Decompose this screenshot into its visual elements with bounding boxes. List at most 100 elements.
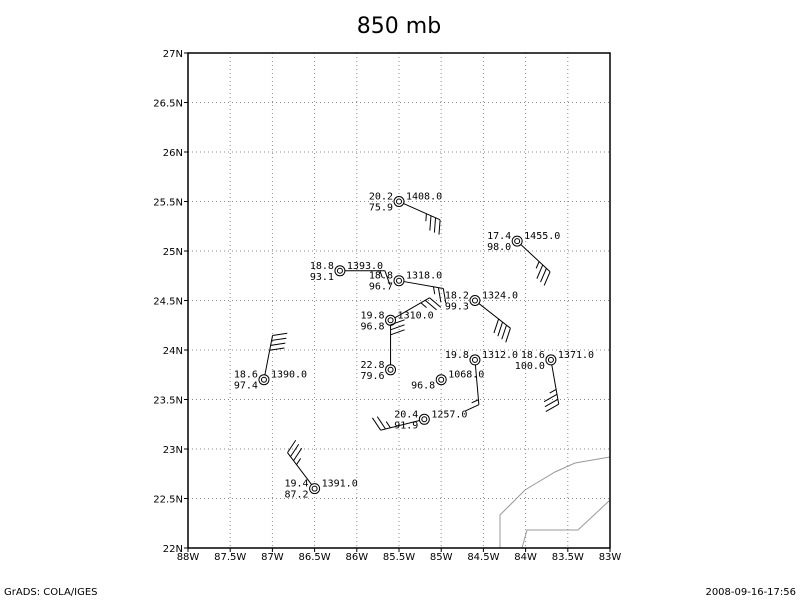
station <box>545 354 557 366</box>
x-tick-label: 85W <box>430 552 453 563</box>
station-ring <box>396 198 402 205</box>
height: 1371.0 <box>558 350 594 361</box>
station-ring <box>334 265 346 277</box>
height: 1312.0 <box>482 350 518 361</box>
station <box>418 413 430 425</box>
station-ring <box>547 356 554 363</box>
x-tick-label: 87.5W <box>214 552 246 563</box>
wind-barb <box>372 416 420 431</box>
temperature: 18.8 <box>310 261 334 272</box>
temperature: 22.8 <box>360 360 384 371</box>
humidity: 98.0 <box>487 242 511 253</box>
station <box>469 295 481 306</box>
footer-left: GrADS: COLA/IGES <box>4 587 98 598</box>
wind-barb <box>287 439 312 485</box>
temperature: 19.8 <box>360 310 384 321</box>
humidity: 91.9 <box>394 420 418 431</box>
station-ring <box>311 485 318 492</box>
height: 1390.0 <box>271 370 307 381</box>
height: 1318.0 <box>406 271 442 282</box>
temperature: 18.6 <box>521 350 545 361</box>
station <box>309 483 321 495</box>
temperature: 17.4 <box>487 231 511 242</box>
station-ring <box>393 196 405 207</box>
wind-barb <box>394 297 442 319</box>
y-tick-label: 25.5N <box>153 198 183 209</box>
station-ring <box>471 297 478 304</box>
wind-barb <box>390 319 405 365</box>
station-ring <box>421 416 428 423</box>
station-ring <box>260 376 267 383</box>
x-tick-label: 88W <box>177 552 200 563</box>
station <box>334 265 346 277</box>
station <box>385 314 397 326</box>
wind-barb <box>465 364 480 412</box>
plot-frame <box>187 52 611 549</box>
station-ring <box>545 354 557 366</box>
x-tick-label: 83.5W <box>552 552 584 563</box>
station-ring <box>469 354 481 366</box>
station-ring <box>387 366 394 373</box>
humidity: 75.9 <box>369 203 393 214</box>
station-ring <box>418 413 430 425</box>
station-ring <box>514 238 521 245</box>
y-tick-label: 23.5N <box>153 396 183 407</box>
wind-barb <box>264 332 288 375</box>
wind-barb <box>520 244 551 286</box>
humidity: 79.6 <box>360 371 384 382</box>
wind-barb <box>344 270 391 285</box>
temperature: 19.4 <box>285 479 309 490</box>
height: 1310.0 <box>398 310 434 321</box>
y-tick-label: 27N <box>163 49 183 60</box>
temperature: 18.8 <box>369 271 393 282</box>
wind-barb <box>478 303 511 343</box>
station <box>435 374 447 386</box>
x-tick-label: 87W <box>261 552 284 563</box>
station-ring <box>385 364 397 376</box>
temperature: 18.2 <box>445 291 469 302</box>
station-ring <box>511 235 523 247</box>
x-tick-label: 84W <box>514 552 537 563</box>
x-tick-label: 85.5W <box>383 552 415 563</box>
height: 1455.0 <box>524 231 560 242</box>
height: 1257.0 <box>431 409 467 420</box>
x-tick-label: 83W <box>599 552 622 563</box>
humidity: 96.8 <box>360 321 384 332</box>
station <box>469 354 481 366</box>
height: 1408.0 <box>406 192 442 203</box>
humidity: 99.3 <box>445 302 469 313</box>
height: 1324.0 <box>482 291 518 302</box>
x-tick-label: 86W <box>345 552 368 563</box>
coastline <box>499 456 611 548</box>
temperature: 20.2 <box>369 192 393 203</box>
height: 1393.0 <box>347 261 383 272</box>
humidity: 97.4 <box>234 381 258 392</box>
station-ring <box>393 275 405 287</box>
x-tick-label: 86.5W <box>299 552 331 563</box>
y-tick-label: 22.5N <box>153 495 183 506</box>
coastline <box>521 499 611 549</box>
station-ring <box>309 483 321 495</box>
map-title: 850 mb <box>357 14 441 39</box>
station-ring <box>435 374 447 386</box>
humidity: 100.0 <box>515 361 545 372</box>
station-ring <box>469 295 481 306</box>
station-ring <box>258 374 270 386</box>
station <box>393 196 405 207</box>
humidity: 96.7 <box>369 282 393 293</box>
y-tick-label: 25N <box>163 247 183 258</box>
station <box>258 374 270 386</box>
height: 1068.0 <box>448 370 484 381</box>
humidity: 93.1 <box>310 272 334 283</box>
temperature: 20.4 <box>394 409 418 420</box>
humidity: 96.8 <box>411 381 435 392</box>
station <box>385 364 397 376</box>
y-tick-label: 26.5N <box>153 99 183 110</box>
footer-right: 2008-09-16-17:56 <box>705 587 796 598</box>
station <box>393 275 405 287</box>
station <box>511 235 523 247</box>
humidity: 87.2 <box>285 490 309 501</box>
height: 1391.0 <box>322 479 358 490</box>
temperature: 18.6 <box>234 370 258 381</box>
